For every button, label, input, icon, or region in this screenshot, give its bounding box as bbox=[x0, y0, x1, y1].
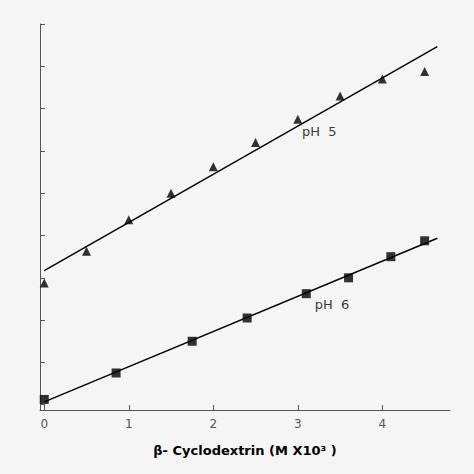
svg-text:0: 0 bbox=[40, 417, 48, 431]
svg-text:pH 5: pH 5 bbox=[302, 124, 337, 139]
svg-text:2: 2 bbox=[209, 417, 217, 431]
svg-text:β- Cyclodextrin (M X10³ ): β- Cyclodextrin (M X10³ ) bbox=[153, 443, 336, 458]
svg-text:4: 4 bbox=[379, 417, 387, 431]
svg-text:pH 6: pH 6 bbox=[315, 297, 350, 312]
svg-text:1: 1 bbox=[125, 417, 133, 431]
svg-text:3: 3 bbox=[294, 417, 302, 431]
